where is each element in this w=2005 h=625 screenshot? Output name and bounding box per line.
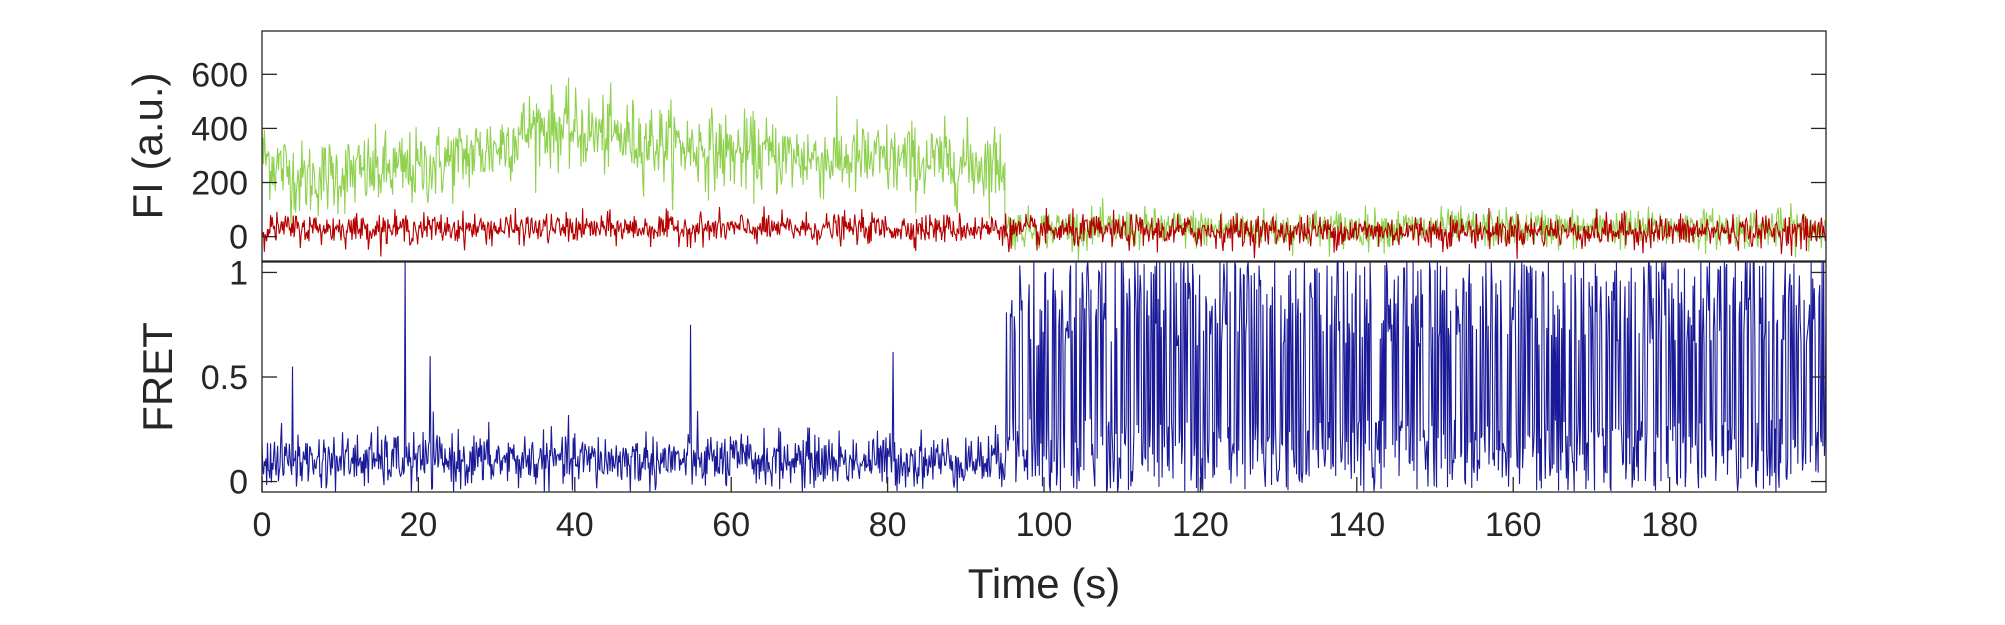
x-tick-label: 140 (1328, 506, 1385, 544)
fret-y-ticks: 00.51 (201, 254, 1826, 502)
y-tick-label: 400 (191, 110, 248, 148)
fluorescence-traces (262, 77, 1826, 261)
series-line-1 (262, 206, 1826, 259)
y-tick-label: 200 (191, 165, 248, 203)
x-tick-label: 120 (1172, 506, 1229, 544)
fluorescence-y-axis-label: FI (a.u.) (124, 72, 171, 219)
x-tick-label: 0 (253, 506, 272, 544)
y-tick-label: 0.5 (201, 359, 248, 397)
fret-y-axis-label: FRET (134, 322, 181, 432)
time-x-axis-label: Time (s) (968, 560, 1120, 607)
x-tick-label: 180 (1641, 506, 1698, 544)
y-tick-label: 1 (229, 254, 248, 292)
x-tick-label: 100 (1016, 506, 1073, 544)
series-line-0 (262, 77, 1826, 261)
y-tick-label: 0 (229, 464, 248, 502)
fret-traces (262, 262, 1826, 492)
fluorescence-axes-frame (261, 30, 1827, 262)
x-tick-label: 60 (712, 506, 750, 544)
time-x-ticks: 0 20 40 60 80 100 120 140 160 180 (253, 477, 1698, 544)
x-tick-label: 160 (1485, 506, 1542, 544)
fluorescence-y-ticks: 0 200 400 600 (191, 56, 1826, 257)
series-line-0 (262, 262, 1826, 492)
x-tick-label: 40 (556, 506, 594, 544)
x-tick-label: 20 (399, 506, 437, 544)
y-tick-label: 600 (191, 56, 248, 94)
x-tick-label: 80 (869, 506, 907, 544)
fret-panel: 00.51 0 20 40 60 80 100 120 140 160 180 FRET Time… (134, 254, 1827, 607)
fluorescence-panel: 0 200 400 600 FI (a.u.) (124, 30, 1827, 262)
y-tick-label: 0 (229, 219, 248, 257)
